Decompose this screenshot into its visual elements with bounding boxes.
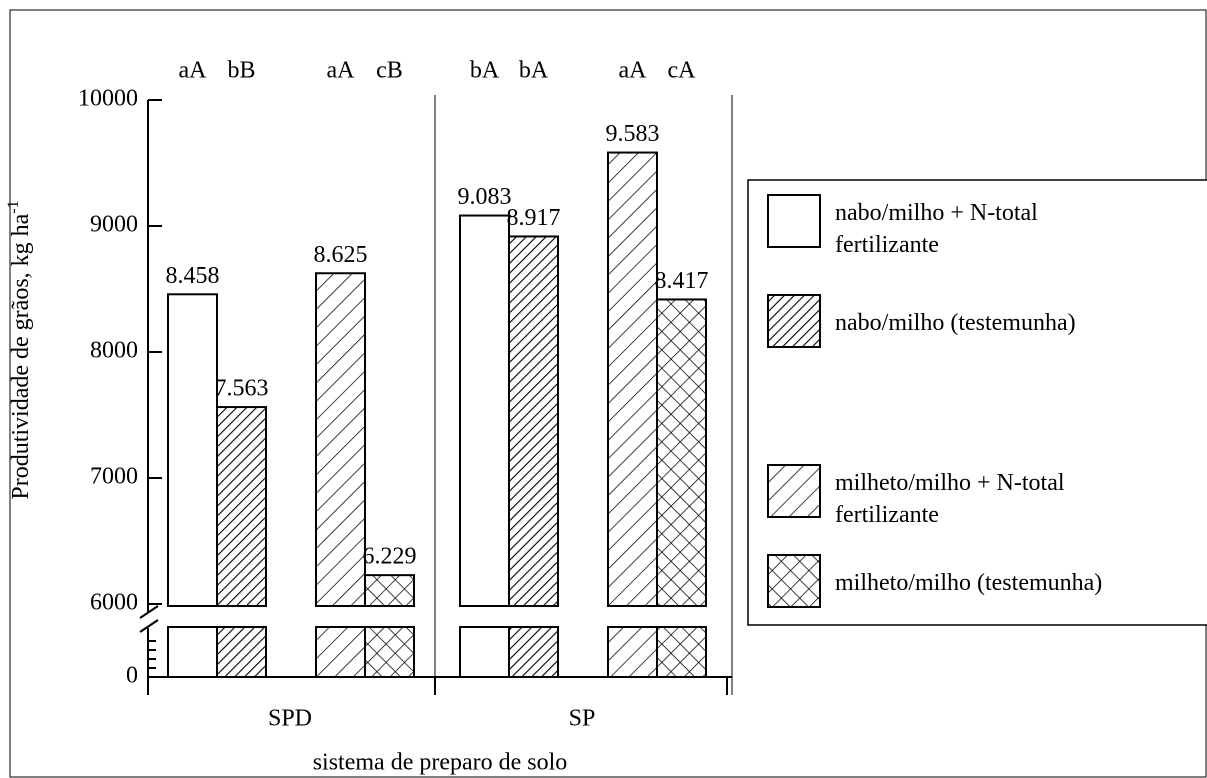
bar [364, 574, 415, 607]
x-tick-label: SP [569, 706, 596, 732]
y-tick-label: 6000 [90, 590, 138, 616]
significance-letters: bA [519, 58, 549, 84]
y-tick-label: 7000 [90, 464, 138, 490]
legend-box [747, 179, 1207, 626]
value-label: 8.917 [507, 205, 561, 231]
legend-swatch [767, 294, 821, 348]
legend-label: milheto/milho (testemunha) [835, 570, 1103, 596]
legend-label: milheto/milho + N-total fertilizante [835, 470, 1065, 528]
bar [167, 293, 218, 607]
bar-stub [216, 626, 267, 678]
significance-letters: aA [327, 58, 356, 84]
y-tick-label: 0 [126, 663, 138, 689]
value-label: 7.563 [215, 376, 269, 402]
value-label: 8.458 [166, 263, 220, 289]
bar-stub [459, 626, 510, 678]
y-axis-title: Produtividade de grãos, kg ha-1 [5, 200, 34, 499]
bar-stub [508, 626, 559, 678]
legend-label: nabo/milho (testemunha) [835, 310, 1076, 336]
y-axis-title-sup: -1 [5, 200, 22, 213]
bar-stub [364, 626, 415, 678]
axis-break [139, 605, 159, 619]
y-tick-label: 10000 [78, 86, 138, 112]
bar [656, 298, 707, 607]
significance-letters: cB [376, 58, 403, 84]
y-axis-title-main: Produtividade de grãos, kg ha [8, 213, 34, 499]
significance-letters: bA [470, 58, 500, 84]
bar-stub [167, 626, 218, 678]
legend-swatch [767, 464, 821, 518]
legend-label: nabo/milho + N-total fertilizante [835, 200, 1038, 258]
value-label: 9.583 [606, 121, 660, 147]
significance-letters: cA [668, 58, 697, 84]
bar [459, 214, 510, 608]
bar [216, 406, 267, 608]
value-label: 8.417 [655, 268, 709, 294]
bar-stub [607, 626, 658, 678]
bar-stub [656, 626, 707, 678]
bar-stub [315, 626, 366, 678]
value-label: 9.083 [458, 184, 512, 210]
value-label: 6.229 [363, 544, 417, 570]
legend-swatch [767, 194, 821, 248]
x-tick-label: SPD [268, 706, 312, 732]
x-axis-title: sistema de preparo de solo [313, 750, 568, 776]
value-label: 8.625 [314, 242, 368, 268]
y-tick-label: 9000 [90, 212, 138, 238]
y-tick-label: 8000 [90, 338, 138, 364]
significance-letters: aA [619, 58, 648, 84]
axis-break [139, 619, 159, 633]
bar [607, 151, 658, 608]
bar [315, 272, 366, 607]
significance-letters: aA [179, 58, 208, 84]
legend-swatch [767, 554, 821, 608]
bar [508, 235, 559, 607]
significance-letters: bB [227, 58, 255, 84]
